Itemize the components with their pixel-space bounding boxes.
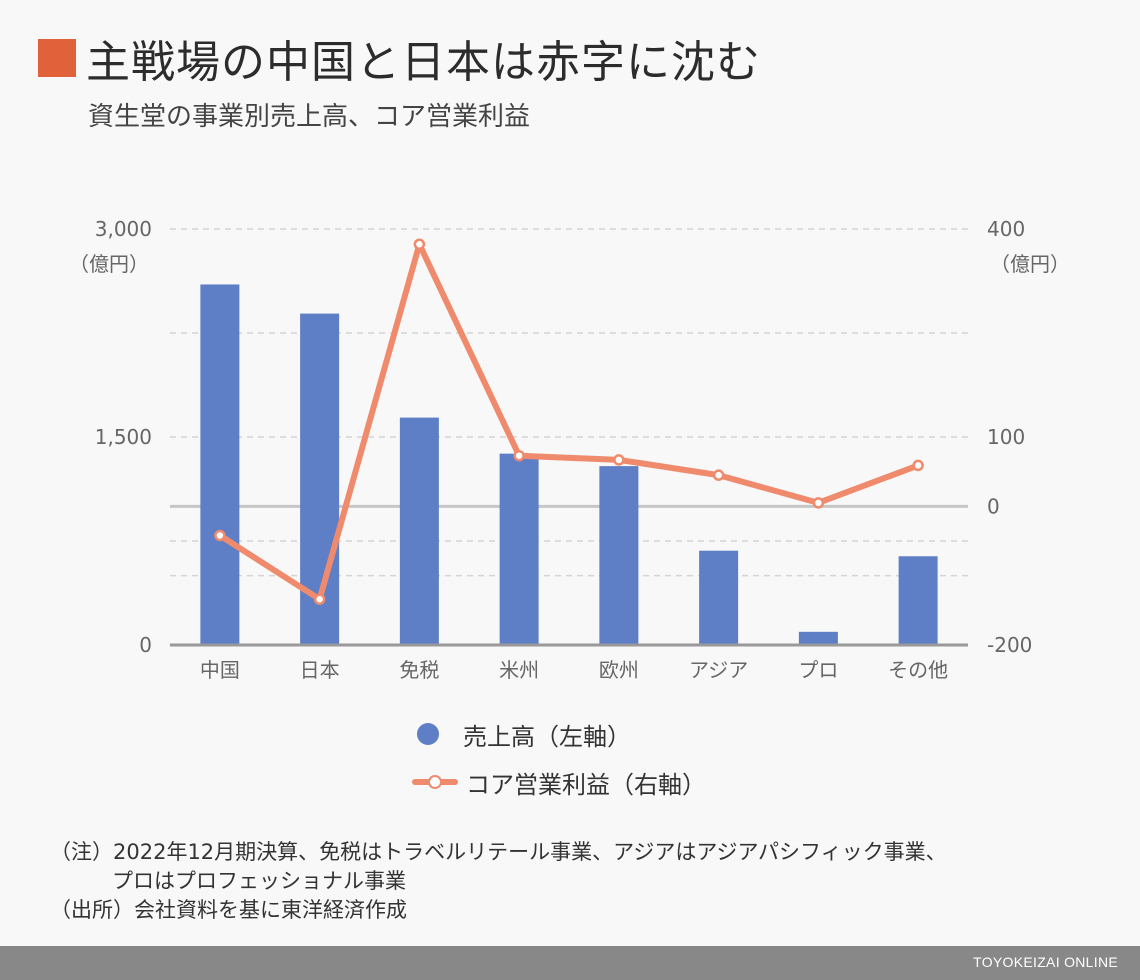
notes: （注）2022年12月期決算、免税はトラベルリテール事業、アジアはアジアパシフィ… [50, 838, 947, 925]
title-row: 主戦場の中国と日本は赤字に沈む [38, 30, 761, 88]
point-profit-2 [413, 238, 426, 251]
x-tick-label-3: 米州 [499, 658, 539, 682]
note-line-1: （注）2022年12月期決算、免税はトラベルリテール事業、アジアはアジアパシフィ… [50, 840, 947, 864]
point-profit-1 [313, 593, 326, 605]
legend: 売上高（左軸） コア営業利益（右軸） [412, 714, 706, 810]
x-tick-label-2: 免税 [399, 658, 439, 682]
chart-subtitle: 資生堂の事業別売上高、コア営業利益 [88, 102, 531, 132]
point-profit-4 [613, 454, 625, 466]
right-tick-label-2: 100 [987, 425, 1025, 449]
bar-sales-4 [599, 466, 639, 645]
left-axis-unit: （億円） [69, 252, 149, 276]
legend-label-sales: 売上高（左軸） [463, 722, 631, 751]
right-tick-label-0: -200 [987, 633, 1032, 657]
footer-brand: TOYOKEIZAI ONLINE [973, 954, 1118, 970]
bar-sales-0 [200, 284, 240, 645]
combo-chart: 0 1,500 3,000 （億円） -200 0 100 400 （億円） 中国 日本 免税 米州 欧州… [69, 217, 1070, 682]
point-profit-5 [712, 469, 725, 481]
right-axis-unit: （億円） [990, 252, 1070, 276]
line-profit [216, 241, 922, 603]
left-tick-label-2: 3,000 [95, 217, 152, 241]
bar-sales-6 [798, 631, 838, 645]
point-profit-0 [214, 529, 226, 542]
left-tick-label-1: 1,500 [95, 425, 152, 449]
point-profit-7 [912, 459, 924, 472]
x-tick-label-0: 中国 [200, 658, 240, 682]
left-tick-label-0: 0 [139, 633, 152, 657]
legend-label-profit: コア営業利益（右軸） [466, 770, 706, 799]
legend-bar-swatch [417, 723, 439, 745]
x-tick-label-6: プロ [798, 658, 838, 682]
footer-bar: TOYOKEIZAI ONLINE [0, 946, 1140, 980]
right-tick-label-1: 0 [987, 494, 1000, 518]
right-tick-label-3: 400 [987, 217, 1025, 241]
legend-item-profit: コア営業利益（右軸） [412, 762, 706, 802]
source-line: （出所）会社資料を基に東洋経済作成 [50, 898, 407, 922]
legend-line-swatch [412, 771, 458, 793]
bar-sales-2 [399, 417, 439, 645]
point-profit-3 [513, 449, 525, 462]
bar-sales-7 [898, 556, 938, 645]
point-profit-6 [812, 497, 825, 509]
note-line-2: プロはプロフェッショナル事業 [112, 869, 406, 893]
x-tick-label-7: その他 [888, 658, 948, 682]
x-tick-label-5: アジア [689, 658, 748, 682]
x-tick-label-4: 欧州 [599, 658, 639, 682]
legend-item-sales: 売上高（左軸） [412, 714, 706, 754]
bar-sales-5 [699, 550, 739, 645]
bar-sales-3 [499, 453, 539, 645]
x-tick-label-1: 日本 [300, 658, 340, 682]
chart-title: 主戦場の中国と日本は赤字に沈む [86, 37, 761, 88]
title-square-icon [38, 39, 76, 77]
